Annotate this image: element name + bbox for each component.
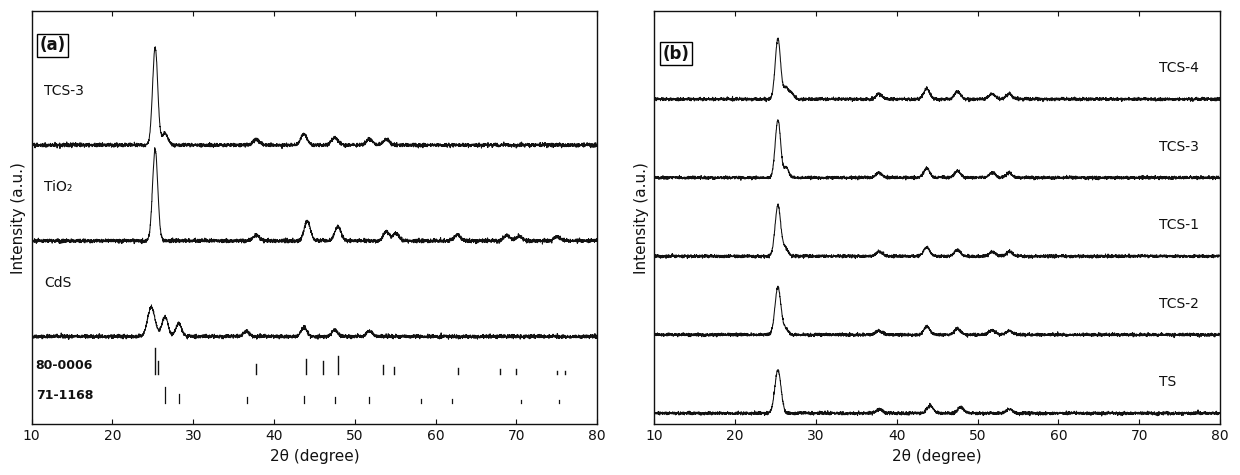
Text: TCS-2: TCS-2: [1159, 297, 1199, 311]
Text: TS: TS: [1159, 375, 1177, 389]
X-axis label: 2θ (degree): 2θ (degree): [269, 449, 360, 464]
Text: TCS-3: TCS-3: [43, 84, 83, 98]
Text: 71-1168: 71-1168: [36, 389, 93, 402]
X-axis label: 2θ (degree): 2θ (degree): [893, 449, 982, 464]
Text: (b): (b): [662, 45, 689, 63]
Text: TCS-4: TCS-4: [1159, 61, 1199, 75]
Text: TCS-1: TCS-1: [1159, 218, 1199, 232]
Text: 80-0006: 80-0006: [36, 359, 93, 372]
Text: TiO₂: TiO₂: [43, 180, 72, 194]
Text: (a): (a): [40, 36, 66, 54]
Text: CdS: CdS: [43, 276, 71, 290]
Y-axis label: Intensity (a.u.): Intensity (a.u.): [634, 162, 649, 274]
Text: TCS-3: TCS-3: [1159, 140, 1199, 154]
Y-axis label: Intensity (a.u.): Intensity (a.u.): [11, 162, 26, 274]
